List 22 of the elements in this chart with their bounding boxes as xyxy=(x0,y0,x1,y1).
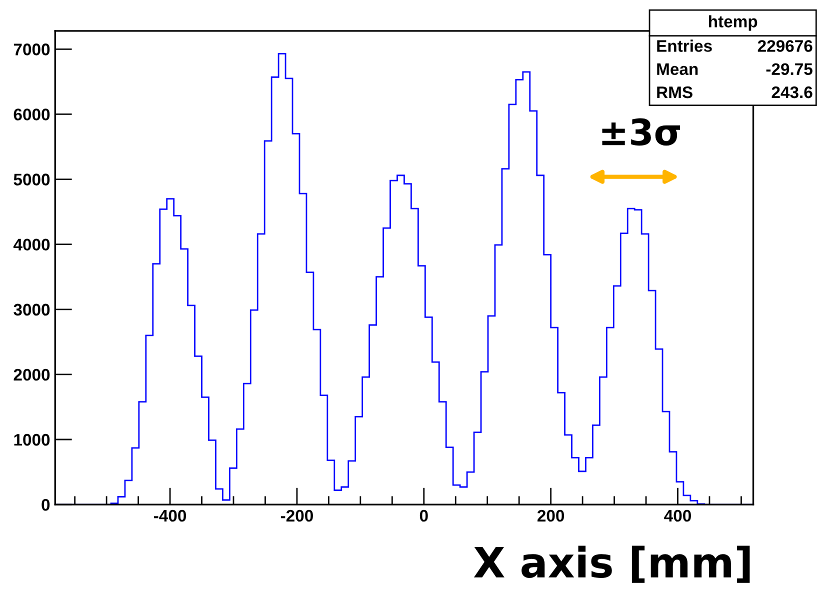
y-tick-label: 2000 xyxy=(14,368,50,381)
y-tick-label: 6000 xyxy=(14,108,50,120)
annotation: Mean xyxy=(657,63,698,76)
y-tick-label: 5000 xyxy=(14,174,50,186)
x-tick-label: 400 xyxy=(664,510,691,522)
x-tick-label: -200 xyxy=(280,510,313,522)
y-tick-label: 3000 xyxy=(14,304,50,316)
x-axis-title: X axis [mm] xyxy=(474,546,750,583)
x-tick-label: 0 xyxy=(420,510,428,522)
x-tick-label: 200 xyxy=(537,510,564,522)
text: 243.6 xyxy=(772,86,812,98)
x-tick-label: -400 xyxy=(154,510,186,522)
annotation: Entries xyxy=(657,40,712,52)
text: 229676 xyxy=(758,40,812,52)
text: htemp xyxy=(709,15,758,31)
y-tick-label: 7000 xyxy=(14,44,50,56)
annotation: ±3σ xyxy=(602,118,680,146)
y-tick-label: 1000 xyxy=(14,434,50,446)
annotation: RMS xyxy=(657,86,692,98)
text: -29.75 xyxy=(766,63,812,76)
y-tick-label: 4000 xyxy=(13,238,50,251)
y-tick-label: 0 xyxy=(42,498,50,511)
